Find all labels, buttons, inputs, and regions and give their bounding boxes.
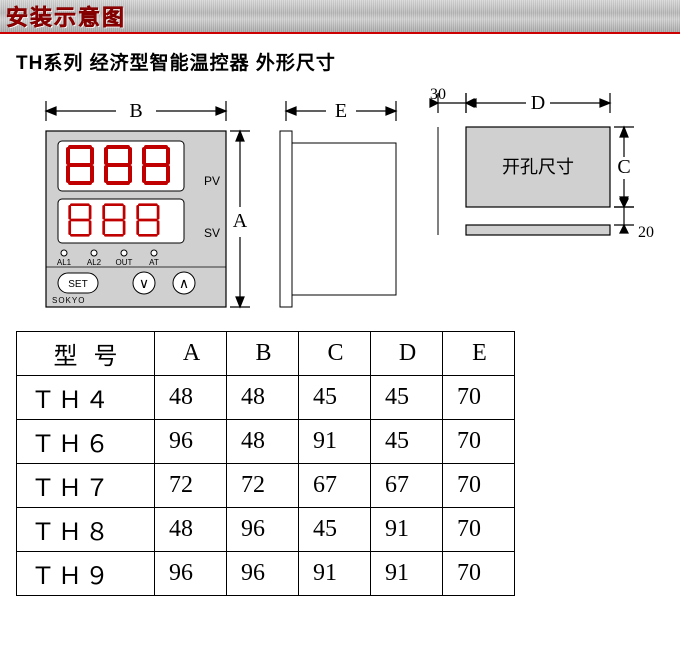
header-bar: 安装示意图 bbox=[0, 0, 680, 34]
col-header-E: E bbox=[443, 332, 515, 376]
cell: 45 bbox=[371, 376, 443, 420]
cell: 45 bbox=[299, 508, 371, 552]
cell: 45 bbox=[371, 420, 443, 464]
cell: 72 bbox=[155, 464, 227, 508]
sv-label: SV bbox=[204, 226, 220, 240]
cell: 48 bbox=[155, 376, 227, 420]
pv-label: PV bbox=[204, 174, 220, 188]
cell: 70 bbox=[443, 376, 515, 420]
front-view-diagram: B A bbox=[16, 87, 266, 317]
cell: 48 bbox=[227, 420, 299, 464]
table-row: ＴＨ６ 96 48 91 45 70 bbox=[17, 420, 515, 464]
svg-text:∨: ∨ bbox=[139, 277, 149, 292]
cell: 70 bbox=[443, 508, 515, 552]
side-view-diagram: E bbox=[266, 87, 416, 317]
dim-label-E: E bbox=[335, 100, 347, 122]
diagrams-row: B A bbox=[16, 87, 664, 317]
cell-model: ＴＨ６ bbox=[17, 420, 155, 464]
cell: 96 bbox=[155, 420, 227, 464]
svg-text:∧: ∧ bbox=[179, 277, 189, 292]
cell: 67 bbox=[371, 464, 443, 508]
cell-model: ＴＨ８ bbox=[17, 508, 155, 552]
col-header-D: D bbox=[371, 332, 443, 376]
dim-label-C: C bbox=[617, 156, 630, 178]
col-header-A: A bbox=[155, 332, 227, 376]
table-row: ＴＨ９ 96 96 91 91 70 bbox=[17, 552, 515, 596]
cell-model: ＴＨ４ bbox=[17, 376, 155, 420]
content-area: TH系列 经济型智能温控器 外形尺寸 B A bbox=[0, 34, 680, 612]
table-row: ＴＨ７ 72 72 67 67 70 bbox=[17, 464, 515, 508]
cell: 48 bbox=[155, 508, 227, 552]
cell: 91 bbox=[299, 420, 371, 464]
dim-label-B: B bbox=[129, 100, 142, 122]
cutout-diagram: 30 D C 开孔尺寸 bbox=[416, 87, 656, 267]
cell: 91 bbox=[371, 552, 443, 596]
header-title: 安装示意图 bbox=[6, 0, 126, 32]
table-row: ＴＨ４ 48 48 45 45 70 bbox=[17, 376, 515, 420]
set-button-label: SET bbox=[68, 279, 87, 290]
cell: 70 bbox=[443, 420, 515, 464]
subtitle: TH系列 经济型智能温控器 外形尺寸 bbox=[16, 48, 664, 75]
indicator-at: AT bbox=[149, 258, 159, 267]
dim-label-D: D bbox=[531, 92, 545, 114]
side-bezel bbox=[280, 131, 292, 307]
col-header-model: 型号 bbox=[17, 332, 155, 376]
brand-label: SOKYO bbox=[52, 296, 85, 305]
col-header-C: C bbox=[299, 332, 371, 376]
cutout-second-plate bbox=[466, 225, 610, 235]
cell: 70 bbox=[443, 464, 515, 508]
cell: 96 bbox=[227, 552, 299, 596]
indicator-al2: AL2 bbox=[87, 258, 102, 267]
cutout-label: 开孔尺寸 bbox=[502, 157, 574, 177]
indicator-out: OUT bbox=[116, 258, 133, 267]
cell: 96 bbox=[227, 508, 299, 552]
cell: 91 bbox=[299, 552, 371, 596]
cell: 72 bbox=[227, 464, 299, 508]
table-body: ＴＨ４ 48 48 45 45 70 ＴＨ６ 96 48 91 45 70 ＴＨ… bbox=[17, 376, 515, 596]
dim-label-A: A bbox=[233, 210, 248, 232]
cutout-offset-30: 30 bbox=[430, 87, 446, 103]
cell: 45 bbox=[299, 376, 371, 420]
col-header-B: B bbox=[227, 332, 299, 376]
cell: 70 bbox=[443, 552, 515, 596]
cell: 67 bbox=[299, 464, 371, 508]
dimension-table: 型号 A B C D E ＴＨ４ 48 48 45 45 70 ＴＨ６ 96 4… bbox=[16, 331, 515, 596]
cell-model: ＴＨ９ bbox=[17, 552, 155, 596]
cutout-offset-20: 20 bbox=[638, 224, 654, 241]
cell: 96 bbox=[155, 552, 227, 596]
table-header-row: 型号 A B C D E bbox=[17, 332, 515, 376]
indicator-al1: AL1 bbox=[57, 258, 72, 267]
cell-model: ＴＨ７ bbox=[17, 464, 155, 508]
cell: 48 bbox=[227, 376, 299, 420]
side-body bbox=[292, 143, 396, 295]
table-row: ＴＨ８ 48 96 45 91 70 bbox=[17, 508, 515, 552]
cell: 91 bbox=[371, 508, 443, 552]
